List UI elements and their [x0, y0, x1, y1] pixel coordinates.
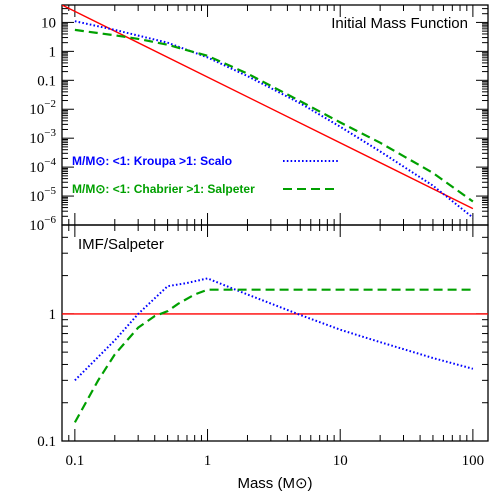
- x-tick-label: 100: [462, 453, 485, 469]
- series-line-dotted: [74, 277, 474, 382]
- series-line-dashed: [73, 288, 473, 423]
- x-tick-label: 0.1: [65, 453, 84, 469]
- imf-panel: 10 1 0.1 10−2 10−3 10−4 10−5 10−6 Initial Mass F…: [29, 4, 489, 234]
- y-tick-label: 10−4: [29, 156, 56, 176]
- plot-frame: [61, 224, 489, 442]
- y-tick-label: 10−3: [29, 127, 56, 147]
- x-axis-label: Mass (M⊙): [237, 475, 312, 492]
- series-line-solid: [62, 5, 474, 210]
- panel-title: IMF/Salpeter: [78, 236, 164, 253]
- tick-marks: [61, 224, 488, 442]
- x-tick-label: 10: [333, 453, 348, 469]
- y-tick-label: 0.1: [37, 73, 56, 89]
- ratio-panel: 1 0.1 0.1 1 10 100 IMF/Salpeter Mass (M⊙): [37, 224, 489, 492]
- legend-label: M/M⊙: <1: Kroupa >1: Scalo: [72, 154, 232, 168]
- tick-marks: [61, 4, 488, 226]
- y-tick-label: 1: [49, 307, 57, 323]
- y-tick-label: 10−5: [29, 185, 56, 205]
- y-tick-label: 0.1: [37, 434, 56, 450]
- y-tick-label: 10−2: [29, 98, 56, 118]
- y-tick-label: 10: [41, 15, 56, 31]
- y-tick-label: 10−6: [29, 214, 56, 234]
- legend-label: M/M⊙: <1: Chabrier >1: Salpeter: [72, 182, 255, 196]
- panel-title: Initial Mass Function: [331, 15, 468, 32]
- series-line-dotted: [74, 20, 474, 219]
- series-line-dashed: [74, 28, 474, 203]
- x-tick-label: 1: [204, 453, 212, 469]
- y-tick-label: 1: [49, 44, 57, 60]
